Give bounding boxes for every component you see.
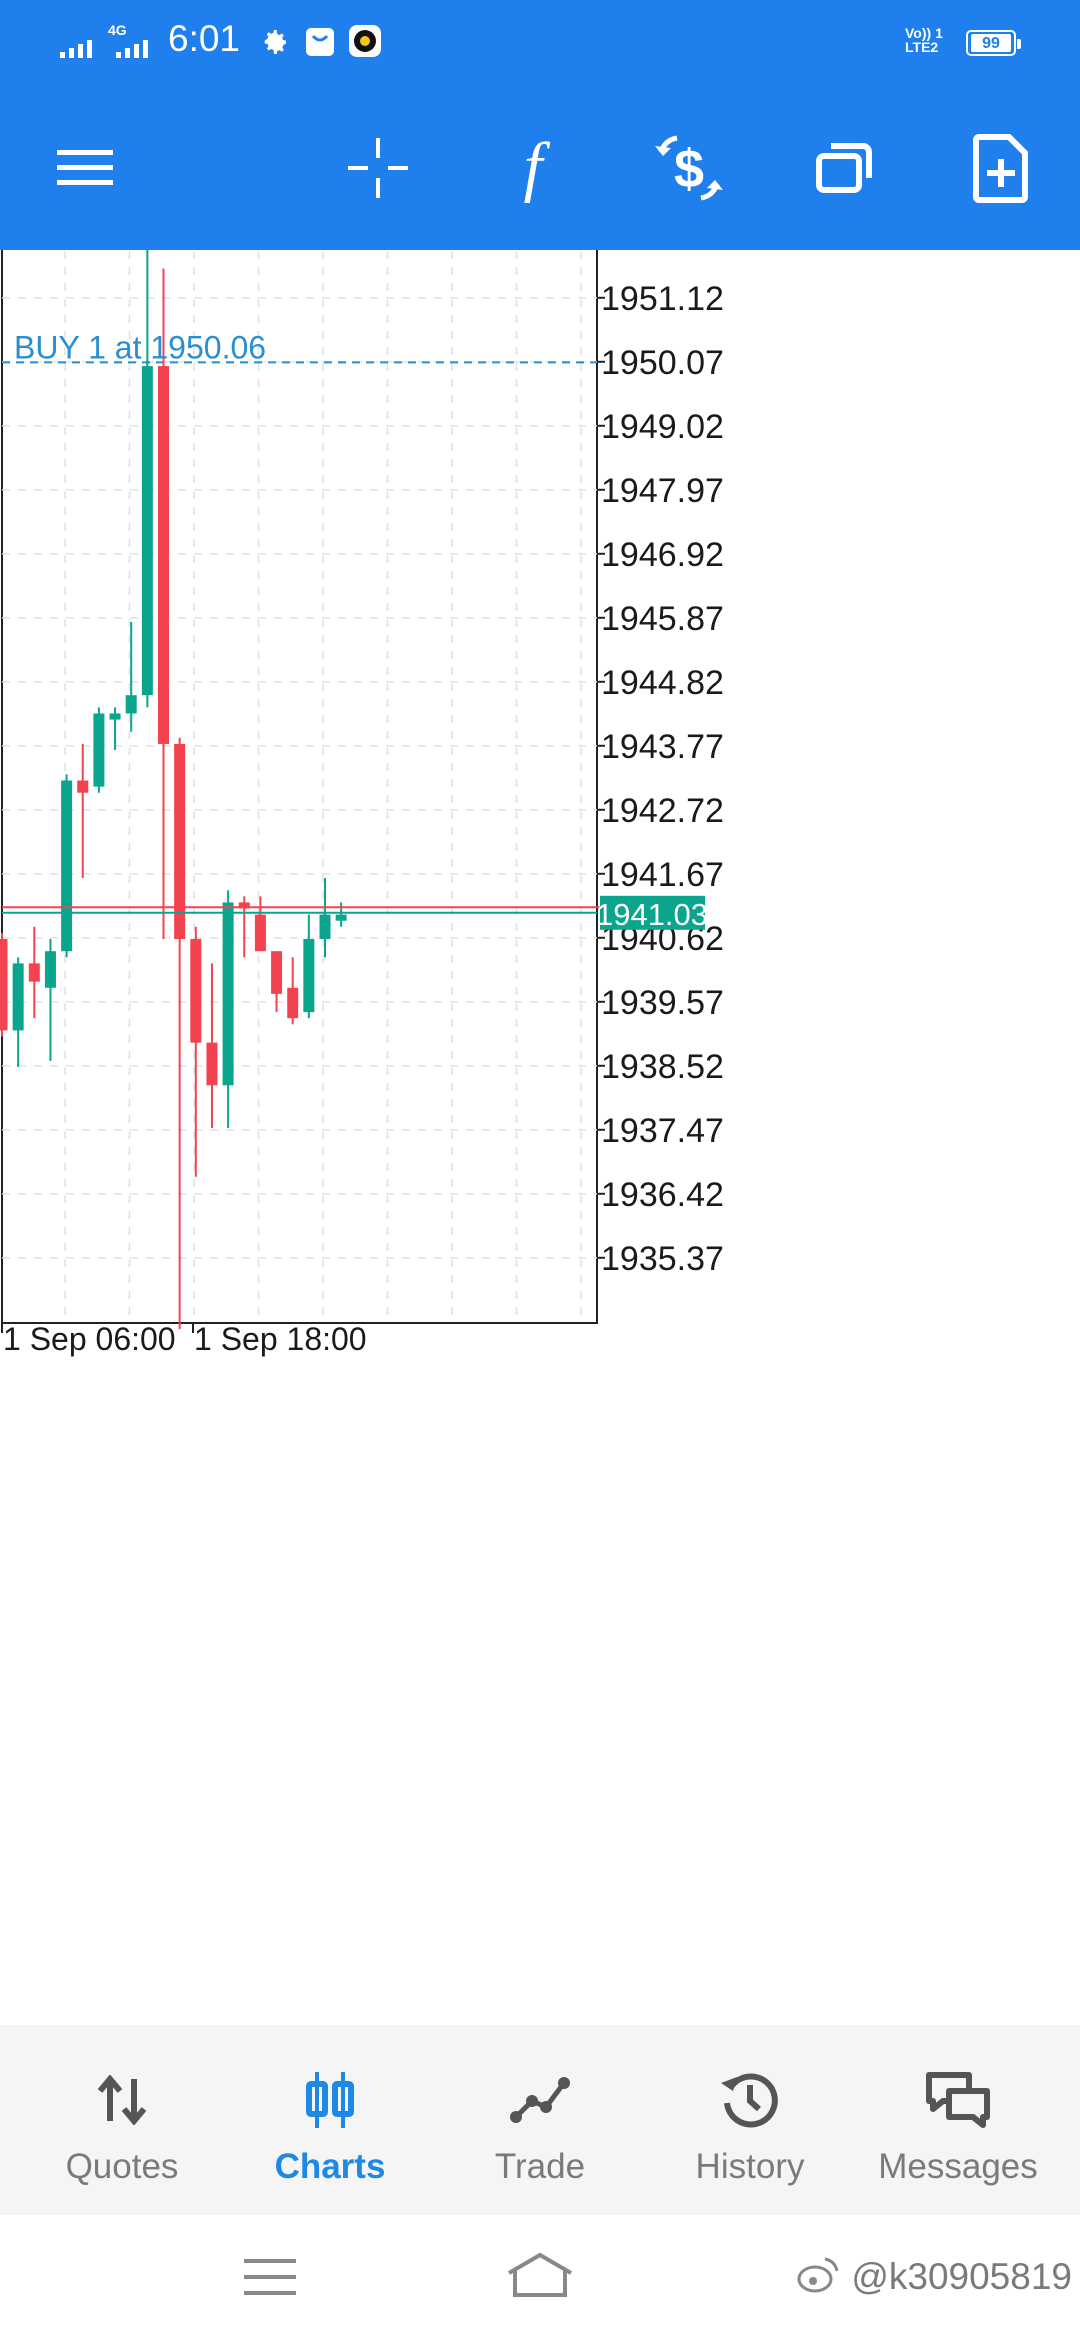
bottom-navigation: Quotes Charts Trade History Messages	[0, 2025, 1080, 2215]
toolbar: f $	[0, 85, 1080, 250]
nav-messages[interactable]: Messages	[850, 2025, 1066, 2215]
history-icon	[721, 2073, 778, 2128]
recent-apps-icon[interactable]	[244, 2257, 296, 2297]
svg-text:f: f	[524, 133, 551, 203]
candle-bearish	[77, 780, 89, 793]
y-tick-label: 1935.37	[601, 1240, 724, 1278]
y-tick-label: 1947.97	[601, 472, 724, 510]
x-tick-label: 1 Sep 06:00	[3, 1321, 176, 1357]
battery-level: 99	[971, 34, 1011, 52]
svg-text:$: $	[674, 139, 704, 199]
trade-icon	[510, 2077, 570, 2123]
candle-bearish	[158, 366, 169, 744]
y-tick-label: 1942.72	[601, 792, 724, 830]
network-type: 4G	[108, 22, 127, 38]
status-time: 6:01	[168, 18, 241, 59]
candle-bullish	[109, 713, 121, 720]
crosshair-button[interactable]	[333, 123, 423, 213]
new-order-icon: $	[655, 135, 723, 201]
candle-bullish	[222, 902, 234, 1086]
windows-button[interactable]	[800, 123, 890, 213]
chart-area[interactable]: 1952.17 1951.12 1950.07 1949.02 1947.97 1946.…	[0, 250, 1080, 2025]
candle-bullish	[93, 713, 105, 787]
nav-label-quotes: Quotes	[65, 2147, 179, 2186]
nav-label-history: History	[695, 2147, 805, 2186]
candle-bullish	[335, 914, 347, 921]
y-tick-label: 1952.17	[601, 250, 724, 254]
watermark-text: @k30905819	[851, 2256, 1072, 2297]
y-tick-label: 1937.47	[601, 1112, 724, 1150]
menu-button[interactable]	[40, 123, 130, 213]
y-tick-label: 1936.42	[601, 1176, 724, 1214]
new-order-button[interactable]: $	[644, 123, 734, 213]
price-label-box	[600, 895, 705, 930]
y-tick-label: 1944.82	[601, 664, 724, 702]
candle-bearish	[238, 902, 250, 909]
x-tick-label: 1 Sep 18:00	[194, 1321, 367, 1357]
candle-bearish	[271, 951, 283, 994]
candle-bearish	[287, 987, 299, 1019]
quotes-icon	[97, 2075, 147, 2125]
candle-bearish	[254, 914, 266, 952]
y-tick-label: 1950.07	[601, 344, 724, 382]
candle-bearish	[28, 963, 40, 982]
candle-bearish	[190, 939, 202, 1043]
status-bar: 4G 6:01 Vo)) 1 LTE2 99	[0, 0, 1080, 85]
indicators-button[interactable]: f	[488, 123, 578, 213]
candle-bearish	[206, 1042, 218, 1086]
candle-bullish	[125, 695, 137, 714]
candle-bullish	[319, 914, 331, 939]
lte-indicator: Vo)) 1 LTE2	[905, 25, 943, 55]
home-icon[interactable]	[505, 2251, 575, 2301]
crosshair-icon	[348, 138, 408, 198]
candle-bearish	[174, 743, 186, 939]
y-tick-label: 1946.92	[601, 536, 724, 574]
nav-trade[interactable]: Trade	[432, 2025, 648, 2215]
y-tick-label: 1951.12	[601, 280, 724, 318]
signal-icon	[60, 40, 92, 58]
indicators-icon: f	[524, 133, 551, 203]
messages-icon	[926, 2072, 990, 2128]
y-tick-label: 1949.02	[601, 408, 724, 446]
nav-quotes[interactable]: Quotes	[14, 2025, 230, 2215]
new-chart-icon	[973, 134, 1028, 203]
nav-charts[interactable]: Charts	[222, 2025, 438, 2215]
new-chart-button[interactable]	[956, 123, 1046, 213]
charts-icon	[306, 2072, 354, 2128]
y-tick-label: 1941.67	[601, 856, 724, 894]
y-tick-label: 1945.87	[601, 600, 724, 638]
nav-label-trade: Trade	[494, 2147, 586, 2186]
system-navigation-bar: @k30905819	[0, 2215, 1080, 2340]
battery-icon: 99	[966, 30, 1021, 56]
menu-icon	[57, 150, 113, 185]
nav-history[interactable]: History	[642, 2025, 858, 2215]
candle-bullish	[61, 780, 73, 952]
candlestick-chart[interactable]: 1952.17 1951.12 1950.07 1949.02 1947.97 1946.…	[0, 250, 1080, 2025]
windows-icon	[816, 143, 872, 193]
candle-bearish	[0, 939, 8, 1031]
y-tick-label: 1939.57	[601, 984, 724, 1022]
shopping-bag-icon	[306, 28, 334, 56]
nav-label-charts: Charts	[274, 2147, 386, 2186]
candle-bullish	[303, 939, 315, 1013]
y-tick-label: 1943.77	[601, 728, 724, 766]
order-label: BUY 1 at 1950.06	[14, 329, 266, 365]
settings-gear-icon	[264, 30, 286, 54]
chart-frame	[1, 250, 598, 1324]
nav-label-messages: Messages	[878, 2147, 1038, 2186]
candle-bullish	[12, 963, 24, 1031]
candle-bullish	[141, 366, 153, 696]
current-price-label: 1941.03	[596, 897, 708, 932]
app-notification-icon	[349, 25, 381, 57]
weibo-icon	[797, 2257, 839, 2293]
y-tick-label: 1938.52	[601, 1048, 724, 1086]
signal-2-icon	[116, 40, 148, 58]
candle-bullish	[44, 951, 56, 988]
